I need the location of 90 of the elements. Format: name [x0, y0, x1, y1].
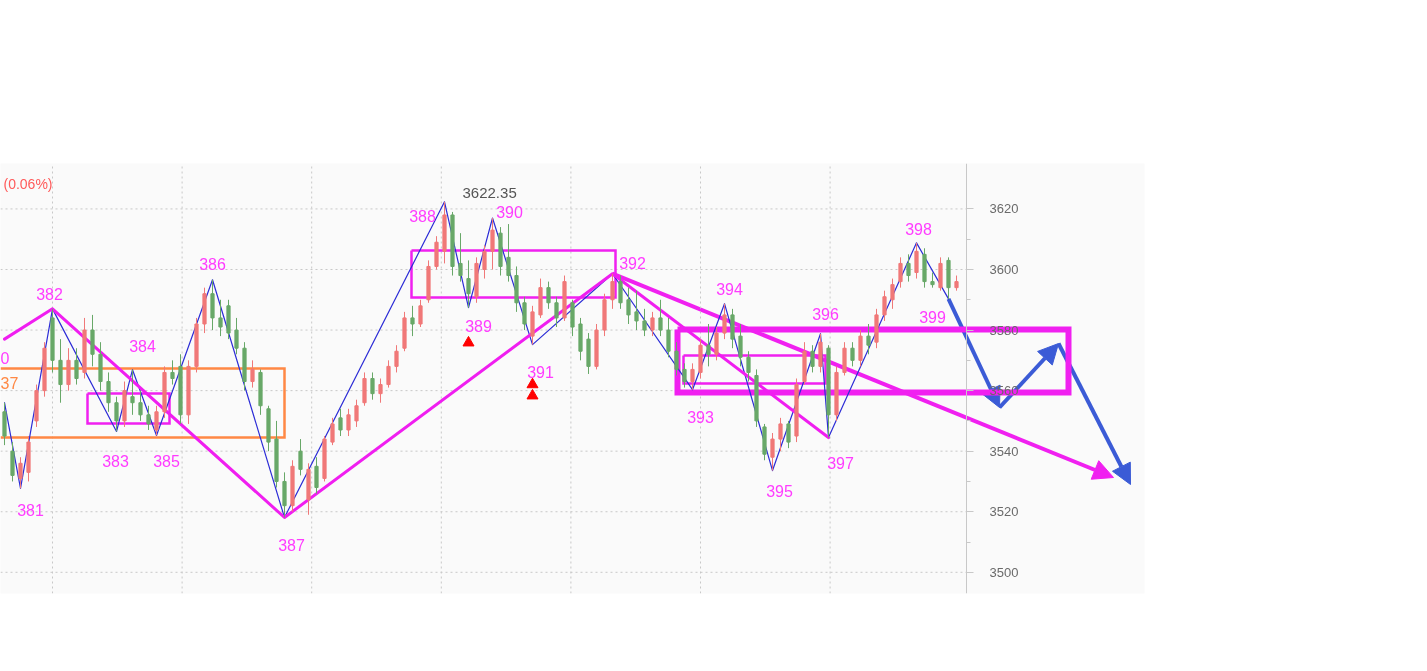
- candlestick: [394, 344, 399, 373]
- candlestick: [170, 359, 175, 386]
- candlestick: [778, 417, 783, 452]
- candlestick: [810, 344, 815, 373]
- candlestick: [906, 253, 911, 283]
- annotation: 393: [687, 408, 714, 426]
- annotation: 396: [812, 305, 839, 323]
- candlestick: [914, 242, 919, 280]
- candlestick: [482, 244, 487, 280]
- annotation: 392: [619, 254, 646, 272]
- candlestick: [666, 317, 671, 358]
- candlestick: [354, 399, 359, 428]
- candlestick: [418, 299, 423, 328]
- annotation: 381: [17, 502, 44, 520]
- annotation: 37: [0, 374, 19, 392]
- candlestick: [890, 278, 895, 310]
- annotation: 383: [102, 453, 129, 471]
- point: [526, 388, 539, 400]
- candlestick: [146, 405, 151, 431]
- candlestick: [722, 303, 727, 340]
- annotation: 398: [905, 220, 932, 238]
- candlestick: [490, 217, 495, 270]
- candlestick: [130, 369, 135, 416]
- candlestick: [314, 456, 319, 495]
- point: [462, 335, 475, 347]
- candlestick: [370, 371, 375, 401]
- candlestick: [330, 417, 335, 446]
- candlestick: [346, 408, 351, 437]
- candlestick: [650, 311, 655, 337]
- annotation: 382: [36, 285, 63, 303]
- annotation: 391: [527, 363, 554, 381]
- candlestick: [690, 362, 695, 391]
- candlestick: [634, 290, 639, 331]
- annotation: 390: [496, 204, 523, 222]
- annotation: 397: [827, 454, 854, 472]
- candlestick: [546, 281, 551, 310]
- candlestick: [522, 296, 527, 331]
- candlestick: [674, 341, 679, 376]
- candlestick: [786, 420, 791, 449]
- candlestick: [714, 326, 719, 361]
- candlestick: [658, 299, 663, 337]
- candlestick: [234, 317, 239, 355]
- candlestick: [298, 438, 303, 476]
- candlestick: [138, 390, 143, 422]
- candlestick: [610, 273, 615, 310]
- candlestick: [898, 256, 903, 289]
- annotation: (0.06%): [3, 175, 53, 192]
- annotation: 395: [766, 482, 793, 500]
- candlestick: [106, 371, 111, 413]
- candlestick: [378, 378, 383, 404]
- candlestick: [866, 323, 871, 355]
- annotation: 394: [716, 280, 743, 298]
- annotation: 389: [465, 317, 492, 335]
- y-tick-label: 3500: [989, 564, 1019, 580]
- candlestick: [882, 290, 887, 322]
- candlestick: [682, 362, 687, 389]
- candlestick: [506, 223, 511, 283]
- point: [526, 377, 539, 389]
- annotation: 387: [278, 537, 305, 555]
- candlestick: [850, 341, 855, 367]
- candlestick: [386, 359, 391, 389]
- annotation: 384: [129, 337, 156, 355]
- annotation: 399: [919, 308, 946, 326]
- candlestick: [618, 275, 623, 310]
- candlestick: [218, 299, 223, 337]
- candlestick: [74, 347, 79, 386]
- candlestick: [554, 296, 559, 328]
- candlestick: [154, 405, 159, 436]
- candlestick: [706, 323, 711, 367]
- candlestick: [746, 350, 751, 383]
- annotation: 386: [199, 255, 226, 273]
- annotation: 0: [0, 349, 10, 367]
- y-tick-label: 3540: [989, 443, 1019, 459]
- candlestick: [738, 323, 743, 367]
- candlestick: [626, 287, 631, 325]
- annotation: 3622.35: [462, 183, 517, 201]
- annotation: 385: [153, 453, 180, 471]
- candlestick: [338, 408, 343, 437]
- y-tick-label: 3520: [989, 504, 1019, 520]
- candlestick: [770, 432, 775, 472]
- candlestick: [642, 308, 647, 337]
- candlestick: [410, 305, 415, 337]
- candlestick: [114, 396, 119, 432]
- y-tick-label: 3620: [989, 201, 1019, 217]
- annotation: 388: [409, 207, 436, 225]
- candlestick: [458, 232, 463, 283]
- candlestick: [250, 359, 255, 389]
- y-tick-label: 3600: [989, 261, 1019, 277]
- candlestick: [18, 456, 23, 489]
- candlestick: [466, 259, 471, 309]
